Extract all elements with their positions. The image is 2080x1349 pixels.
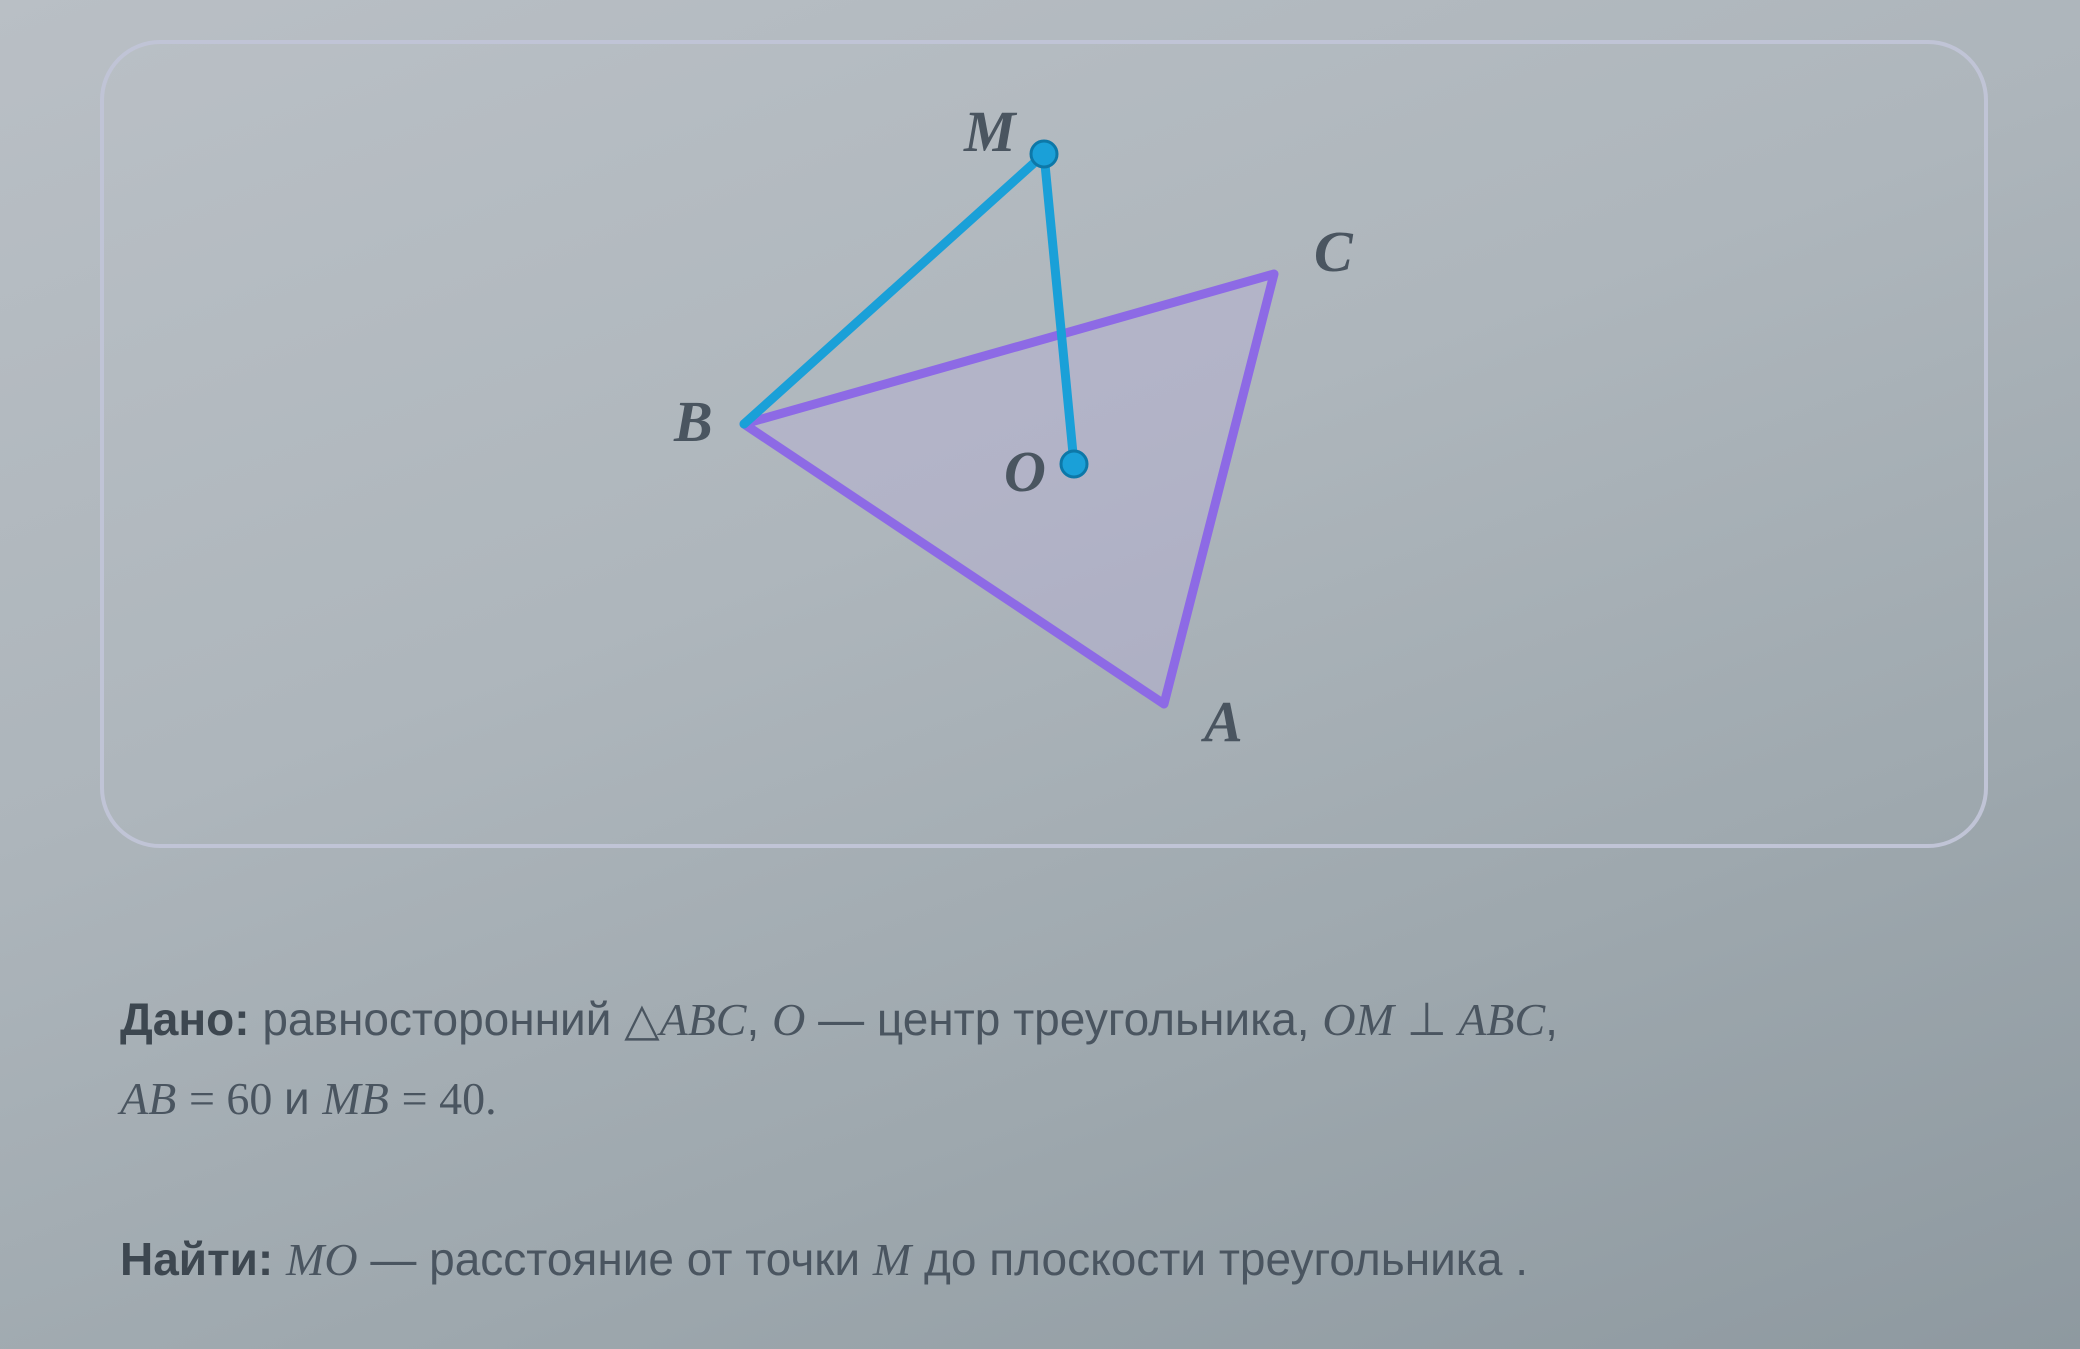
find-label: Найти:: [120, 1233, 273, 1285]
find-block: Найти: MO — расстояние от точки M до пло…: [120, 1220, 1960, 1299]
perp-symbol: ⊥: [1407, 994, 1459, 1045]
point-o: O: [772, 994, 805, 1045]
segment-om: OM: [1322, 994, 1394, 1045]
ab-var: AB: [120, 1073, 176, 1124]
comma-1: ,: [747, 993, 773, 1045]
triangle-symbol: △: [624, 994, 659, 1045]
mb-var: MB: [322, 1073, 388, 1124]
vertex-label-A: A: [1204, 688, 1243, 755]
abc-2: ABC: [1458, 994, 1545, 1045]
find-text-1: — расстояние от точки: [370, 1233, 873, 1285]
vertex-label-C: C: [1314, 218, 1353, 285]
vertex-label-M: M: [964, 98, 1016, 165]
comma-2: ,: [1545, 993, 1558, 1045]
given-text-1b: — центр треугольника,: [818, 993, 1322, 1045]
figure-card: A B C O M: [100, 40, 1988, 848]
given-block: Дано: равносторонний △ABC, O — центр тре…: [120, 980, 1960, 1138]
find-text-2: до плоскости треугольника .: [924, 1233, 1528, 1285]
point-marker-O: [1061, 451, 1087, 477]
vertex-label-O: O: [1004, 438, 1046, 505]
eq-40: = 40.: [402, 1073, 497, 1124]
and-word: и: [284, 1072, 310, 1124]
point-m: M: [873, 1234, 911, 1285]
point-marker-M: [1031, 141, 1057, 167]
abc-1: ABC: [660, 994, 747, 1045]
eq-60: = 60: [189, 1073, 284, 1124]
mo-var: MO: [286, 1234, 358, 1285]
given-label: Дано:: [120, 993, 250, 1045]
vertex-label-B: B: [674, 388, 713, 455]
given-text-1a: равносторонний: [262, 993, 624, 1045]
